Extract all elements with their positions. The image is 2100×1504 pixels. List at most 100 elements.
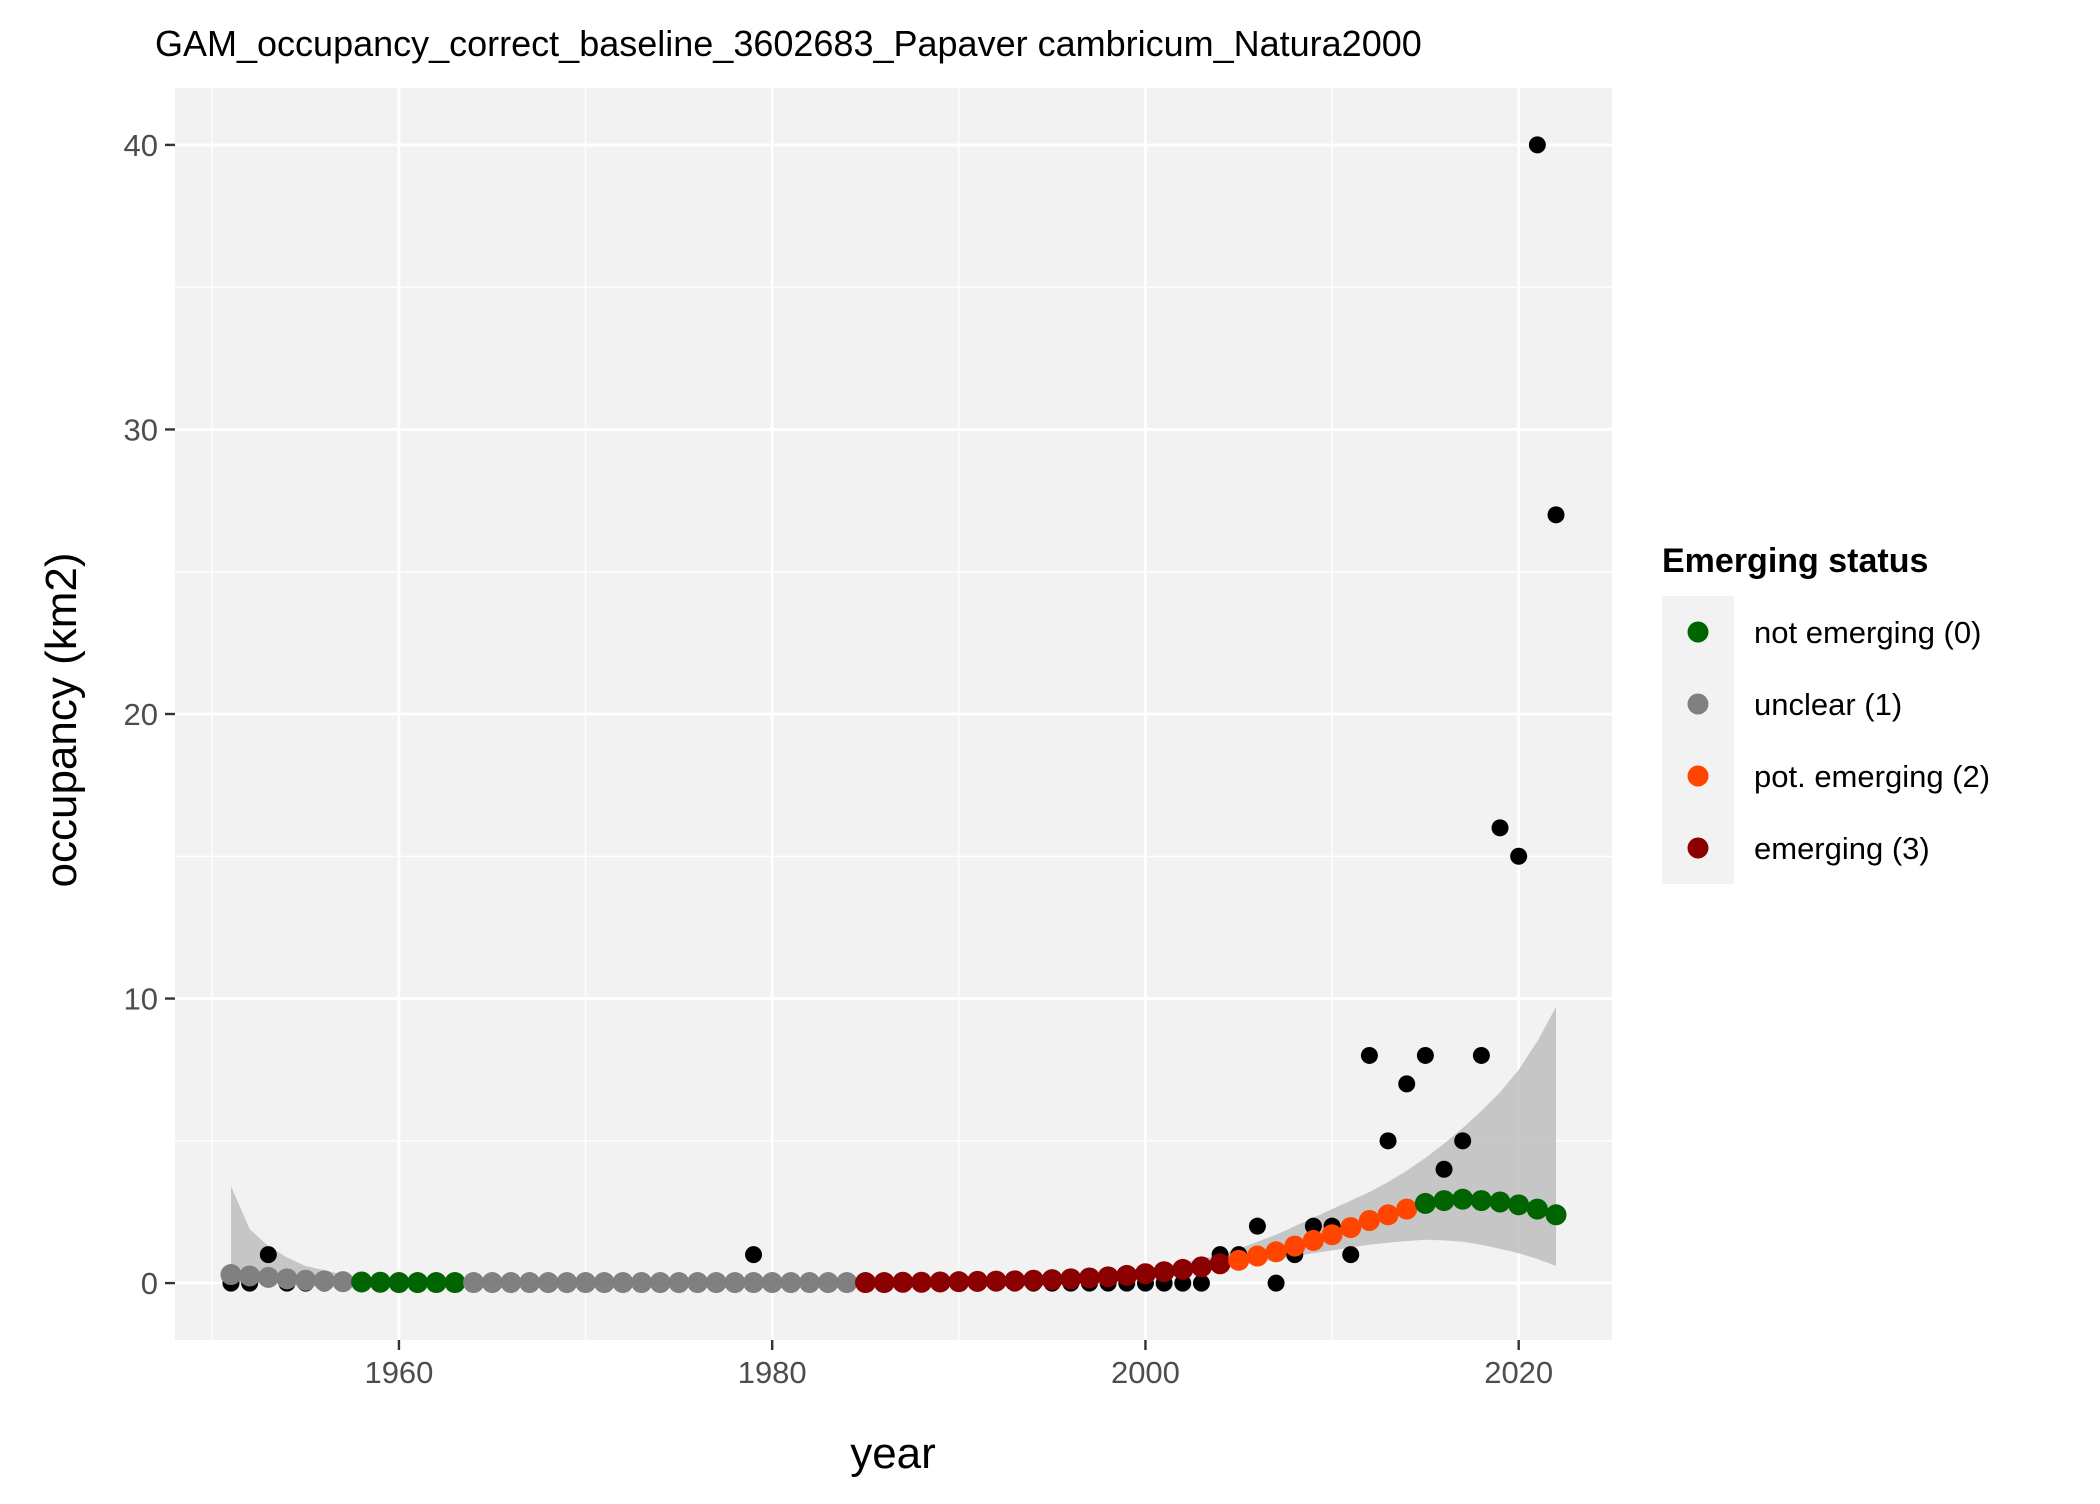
observed-point (1528, 136, 1546, 154)
fitted-point (1060, 1268, 1082, 1290)
fitted-point (612, 1272, 634, 1294)
fitted-point (1078, 1267, 1100, 1289)
fitted-point (500, 1272, 522, 1294)
fitted-point (425, 1272, 447, 1294)
fitted-point (407, 1272, 429, 1294)
axes-layer: 0 10 20 30 40 1960 1980 2000 2020 (124, 128, 1554, 1390)
fitted-point (799, 1272, 821, 1294)
fitted-point (780, 1272, 802, 1294)
fitted-point (1489, 1191, 1511, 1213)
observed-point (1360, 1046, 1378, 1064)
fitted-point (556, 1272, 578, 1294)
fitted-point (705, 1272, 727, 1294)
fitted-point (220, 1264, 242, 1286)
fitted-point (239, 1265, 261, 1287)
fitted-point (910, 1271, 932, 1293)
fitted-point (631, 1272, 653, 1294)
fitted-point (332, 1271, 354, 1293)
fitted-point (966, 1270, 988, 1292)
fitted-point (351, 1271, 373, 1293)
fitted-point (1396, 1198, 1418, 1220)
fitted-point (257, 1266, 279, 1288)
fitted-point (1190, 1256, 1212, 1278)
fitted-point (1508, 1194, 1530, 1216)
observed-point (1379, 1132, 1397, 1150)
observed-point (745, 1246, 763, 1264)
legend-key-background (1662, 596, 1734, 884)
legend-entry-label: emerging (3) (1754, 831, 1930, 866)
fitted-point (1265, 1241, 1287, 1263)
fitted-point (687, 1272, 709, 1294)
observed-point (1416, 1046, 1434, 1064)
legend-swatch (1687, 765, 1709, 787)
fitted-point (519, 1272, 541, 1294)
observed-point (1304, 1217, 1322, 1235)
fitted-point (295, 1269, 317, 1291)
fitted-point (1004, 1270, 1026, 1292)
legend: Emerging status not emerging (0) unclear … (1662, 542, 1990, 884)
fitted-point (1284, 1235, 1306, 1257)
fitted-point (761, 1272, 783, 1294)
observed-point (1454, 1132, 1472, 1150)
observed-point (1491, 819, 1509, 837)
legend-entry-label: unclear (1) (1754, 687, 1902, 722)
fitted-point (836, 1272, 858, 1294)
x-axis-label: year (850, 1429, 936, 1478)
observed-point (1192, 1274, 1210, 1292)
x-tick-label: 2000 (1111, 1355, 1180, 1390)
fitted-point (1209, 1253, 1231, 1275)
observed-point (1398, 1075, 1416, 1093)
fitted-point (855, 1272, 877, 1294)
fitted-point (1377, 1204, 1399, 1226)
fitted-point (1321, 1224, 1343, 1246)
fitted-point (481, 1272, 503, 1294)
fitted-point (929, 1271, 951, 1293)
fitted-point (463, 1272, 485, 1294)
observed-point (1547, 506, 1565, 524)
x-tick-label: 2020 (1484, 1355, 1553, 1390)
fitted-point (948, 1271, 970, 1293)
legend-swatch (1687, 837, 1709, 859)
fitted-point (1022, 1269, 1044, 1291)
fitted-point (892, 1271, 914, 1293)
fitted-point (743, 1272, 765, 1294)
y-axis-label: occupancy (km2) (37, 552, 86, 887)
x-tick-label: 1960 (364, 1355, 433, 1390)
fitted-point (873, 1272, 895, 1294)
y-tick-label: 10 (124, 982, 158, 1017)
observed-point (1267, 1274, 1285, 1292)
observed-point (1472, 1046, 1490, 1064)
fitted-point (1452, 1188, 1474, 1210)
fitted-point (1172, 1258, 1194, 1280)
fitted-point (575, 1272, 597, 1294)
fitted-point (388, 1272, 410, 1294)
y-tick-label: 20 (124, 697, 158, 732)
fitted-point (369, 1271, 391, 1293)
fitted-point (313, 1270, 335, 1292)
fitted-point (1433, 1190, 1455, 1212)
fitted-point (1340, 1217, 1362, 1239)
fitted-point (724, 1272, 746, 1294)
fitted-point (444, 1272, 466, 1294)
observed-point (1342, 1246, 1360, 1264)
observed-point (1435, 1160, 1453, 1178)
fitted-point (1358, 1209, 1380, 1231)
fitted-points-layer (220, 1188, 1567, 1294)
fitted-point (1545, 1204, 1567, 1226)
fitted-point (1414, 1192, 1436, 1214)
fitted-point (1097, 1266, 1119, 1288)
legend-swatch (1687, 693, 1709, 715)
chart-title: GAM_occupancy_correct_baseline_3602683_P… (155, 23, 1422, 64)
fitted-point (985, 1270, 1007, 1292)
fitted-point (1116, 1264, 1138, 1286)
x-tick-label: 1980 (738, 1355, 807, 1390)
legend-entry-label: not emerging (0) (1754, 615, 1981, 650)
fitted-point (1041, 1269, 1063, 1291)
fitted-point (1526, 1198, 1548, 1220)
fitted-point (1470, 1190, 1492, 1212)
fitted-point (668, 1272, 690, 1294)
fitted-point (1302, 1229, 1324, 1251)
fitted-point (1153, 1261, 1175, 1283)
